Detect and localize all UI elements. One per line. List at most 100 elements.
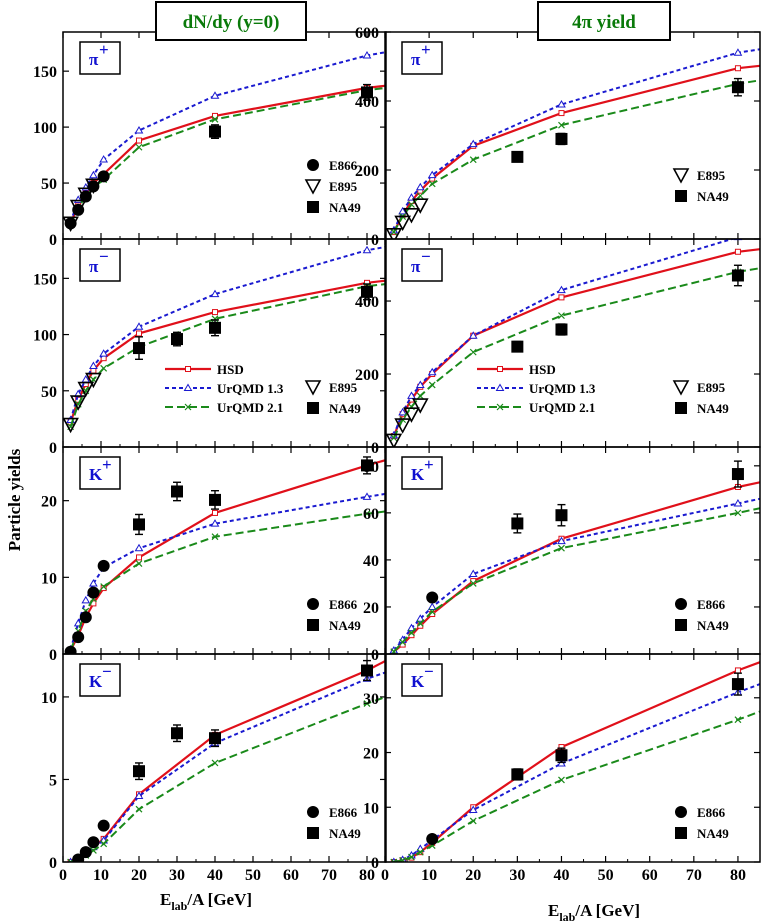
data-point-e866 (426, 833, 439, 846)
model-point (212, 309, 218, 316)
model-point (407, 391, 416, 399)
legend-label-e866: E866 (697, 597, 726, 612)
data-point-na49 (555, 749, 568, 762)
model-point (399, 856, 407, 862)
chart-panels: 050100150π+E866E895NA490200400600π+E895N… (33, 25, 761, 884)
x-axis-title-right: Elab/A [GeV] (548, 901, 640, 924)
y-tick-label: 30 (363, 691, 379, 708)
legend-label-e895: E895 (697, 168, 726, 183)
panel-label-charge: − (102, 662, 112, 681)
data-points (385, 77, 744, 239)
data-point-na49 (171, 333, 183, 346)
x-tick-label: 20 (465, 867, 481, 884)
legend-model-marker (183, 383, 193, 391)
panel-label-box (79, 663, 121, 697)
model-point (734, 716, 742, 724)
data-point-na49 (209, 321, 221, 334)
y-tick-label: 0 (49, 647, 57, 664)
series-line-urqmd-1-3 (392, 239, 736, 436)
x-tick-label: 80 (359, 867, 375, 884)
model-point (408, 201, 415, 208)
panel-label: K (411, 465, 425, 484)
panel-label-box (401, 663, 443, 697)
data-point-e895 (69, 199, 87, 216)
model-point (558, 121, 565, 129)
legend-model-marker (185, 366, 191, 372)
model-curves (66, 245, 386, 431)
model-point (558, 312, 565, 320)
panel-label: K (411, 672, 425, 691)
y-tick-label: 400 (355, 94, 379, 111)
model-point (416, 192, 424, 200)
model-point (557, 285, 566, 294)
panel-label-box (401, 456, 443, 490)
x-tick-label: 30 (509, 867, 525, 884)
x-tick-label: 20 (131, 867, 147, 884)
data-point-na49 (361, 86, 373, 99)
data-point-e895 (385, 228, 403, 239)
header-right: 4π yield (572, 12, 636, 33)
panel-frame (62, 653, 387, 863)
model-point (390, 858, 398, 862)
model-point (734, 65, 741, 72)
legend-model-label: HSD (217, 362, 244, 377)
panel-label-box (401, 248, 443, 282)
model-point (134, 125, 144, 134)
model-point (99, 155, 109, 163)
model-point (136, 330, 142, 337)
model-point (89, 361, 98, 370)
data-point-e895 (411, 398, 429, 414)
header-box-right (537, 1, 671, 41)
model-point (469, 580, 477, 587)
panel-label-box (401, 41, 443, 75)
x-tick-label: 0 (381, 867, 389, 884)
model-point (211, 533, 219, 541)
data-point-e895 (403, 208, 420, 224)
legend-model-label: UrQMD 2.1 (217, 400, 283, 415)
legend-model-marker (495, 383, 505, 391)
legend-model-marker (184, 403, 192, 411)
y-tick-label: 600 (355, 25, 379, 42)
data-point-na49 (361, 285, 373, 298)
data-point-e895 (69, 395, 87, 411)
y-tick-label: 200 (355, 163, 379, 180)
model-point (136, 554, 142, 561)
y-tick-label: 80 (363, 459, 379, 476)
data-point-e895 (385, 433, 403, 447)
panel-pip-4pi: 0 200 400 600 π+ E895 NA49 (355, 25, 761, 249)
model-point (210, 91, 220, 99)
model-point (134, 791, 144, 799)
model-point (362, 492, 372, 500)
model-point (468, 331, 478, 339)
model-point (469, 817, 477, 825)
data-point-na49 (209, 493, 221, 506)
x-tick-label: 70 (321, 867, 337, 884)
panel-pip-dndy: 0 50 100 150 π+ E866 E895 NA49 (33, 31, 387, 249)
model-point (362, 51, 372, 59)
panel-label-charge: − (424, 662, 434, 681)
x-tick-label: 60 (642, 867, 658, 884)
model-point (415, 380, 425, 388)
y-tick-label: 0 (49, 440, 57, 457)
legend-label-e866: E866 (329, 805, 358, 820)
model-point (469, 156, 477, 164)
x-tick-label: 60 (283, 867, 299, 884)
y-tick-label: 50 (41, 384, 57, 401)
y-tick-label: 0 (371, 647, 379, 664)
model-point (212, 509, 218, 516)
model-point (408, 629, 415, 637)
y-tick-label: 20 (363, 746, 379, 763)
model-point (136, 137, 142, 144)
panel-label-charge: + (424, 455, 434, 474)
model-point (733, 498, 743, 507)
model-point (363, 510, 371, 518)
panel-pim-dndy: 0 50 100 150 π− E895 NA49 HSD UrQMD 1.3 UrQMD 2.1 (33, 238, 387, 457)
data-point-e895 (411, 198, 429, 214)
x-tick-label: 50 (598, 867, 614, 884)
data-point-na49 (555, 323, 568, 336)
data-point-na49 (511, 150, 524, 163)
data-point-e866 (97, 559, 110, 572)
legend-label-e895: E895 (329, 179, 358, 194)
legend-marker-e895 (304, 179, 322, 195)
data-point-e895 (85, 372, 102, 389)
